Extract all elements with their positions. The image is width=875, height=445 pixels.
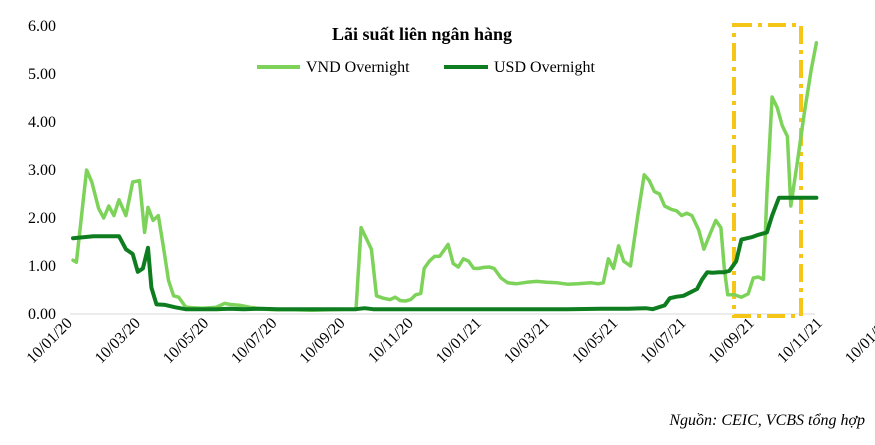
series-line-usd-overnight [71,195,819,312]
x-tick-label: 10/11/20 [365,315,417,367]
x-tick-label: 10/03/20 [92,315,144,367]
x-tick-label: 10/07/21 [637,315,689,367]
x-tick-label: 10/07/20 [228,315,280,367]
x-tick-label: 10/09/20 [296,315,348,367]
y-tick-label: 0.00 [28,306,56,323]
y-tick-label: 3.00 [28,162,56,179]
y-tick-label: 4.00 [28,114,56,131]
legend-label-usd: USD Overnight [494,59,595,76]
source-note: Nguồn: CEIC, VCBS tổng hợp [668,412,865,429]
y-tick-label: 5.00 [28,66,56,83]
y-tick-label: 2.00 [28,210,56,227]
x-tick-label: 10/05/20 [160,315,212,367]
legend-label-vnd: VND Overnight [306,59,410,76]
y-axis: 0.00 1.00 2.00 3.00 4.00 5.00 6.00 [28,18,56,323]
y-tick-label: 6.00 [28,18,56,35]
x-tick-label: 10/11/21 [774,315,826,367]
x-tick-label: 10/01/21 [433,315,485,367]
x-tick-label: 10/09/21 [706,315,758,367]
x-tick-label: 10/01/22 [842,315,875,367]
x-tick-label: 10/05/21 [569,315,621,367]
series-line-vnd-overnight [71,41,819,312]
y-tick-label: 1.00 [28,258,56,275]
chart-title: Lãi suất liên ngân hàng [332,24,512,44]
x-axis: 10/01/20 10/03/20 10/05/20 10/07/20 10/09/20… [24,315,875,367]
legend: VND Overnight USD Overnight [257,59,595,76]
x-tick-label: 10/03/21 [501,315,553,367]
series-layer [71,41,819,312]
highlight-box [732,23,803,318]
